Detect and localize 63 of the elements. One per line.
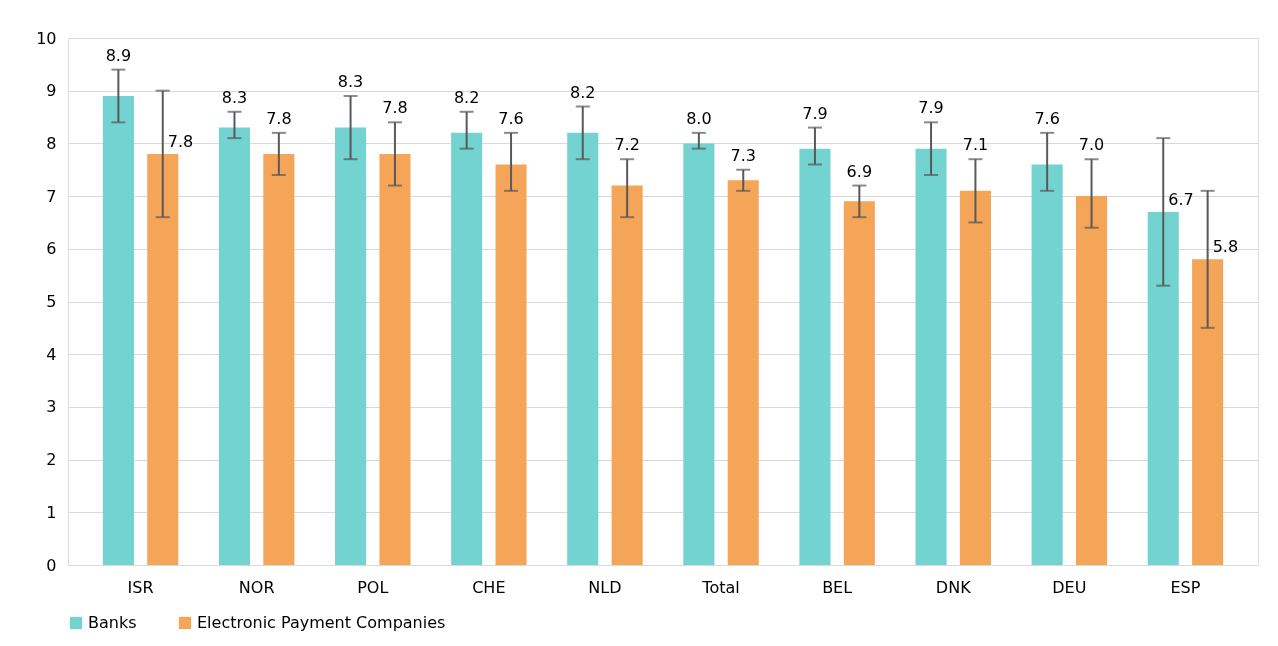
bar xyxy=(495,164,527,565)
bar xyxy=(451,132,483,565)
data-label: 7.8 xyxy=(382,98,408,118)
y-tick-label: 5 xyxy=(46,292,57,311)
y-tick-label: 6 xyxy=(46,239,57,259)
x-tick-label: BEL xyxy=(822,577,853,597)
data-label: 7.8 xyxy=(266,108,292,128)
data-label: 8.2 xyxy=(570,82,596,102)
x-tick-label: ISR xyxy=(127,577,154,597)
data-label: 7.6 xyxy=(498,108,524,128)
x-tick-label: Total xyxy=(701,577,740,597)
bar xyxy=(379,153,411,565)
y-tick-label: 8 xyxy=(46,133,57,153)
y-tick-label: 3 xyxy=(46,397,57,417)
data-label: 8.0 xyxy=(686,108,712,128)
bar xyxy=(1076,196,1108,565)
bar xyxy=(1147,211,1179,565)
legend-label: Electronic Payment Companies xyxy=(197,613,446,632)
y-tick-label: 9 xyxy=(46,81,57,101)
data-label: 7.1 xyxy=(962,135,989,155)
bar xyxy=(335,127,367,565)
x-tick-label: CHE xyxy=(472,577,506,597)
x-tick-label: DEU xyxy=(1052,577,1087,597)
bar xyxy=(567,132,599,565)
data-label: 7.6 xyxy=(1034,108,1060,128)
x-tick-label: ESP xyxy=(1170,577,1201,597)
data-label: 7.0 xyxy=(1078,135,1105,155)
y-tick-label: 10 xyxy=(36,28,57,48)
x-tick-label: DNK xyxy=(935,577,972,597)
data-label: 6.7 xyxy=(1168,189,1194,209)
data-label: 6.9 xyxy=(846,161,873,181)
bar xyxy=(683,143,715,565)
data-label: 7.2 xyxy=(614,135,640,155)
x-tick-label: POL xyxy=(357,577,389,597)
data-label: 8.3 xyxy=(337,71,364,91)
y-tick-label: 4 xyxy=(46,344,57,364)
bar xyxy=(102,95,134,565)
bar xyxy=(843,201,875,565)
data-label: 8.3 xyxy=(221,87,248,107)
y-tick-label: 0 xyxy=(46,555,57,575)
y-tick-label: 7 xyxy=(46,186,57,206)
x-tick-label: NLD xyxy=(588,577,622,597)
data-label: 7.9 xyxy=(802,103,828,123)
bar xyxy=(1192,259,1224,565)
data-label: 8.9 xyxy=(105,45,132,65)
x-tick-label: NOR xyxy=(238,577,275,597)
y-tick-label: 1 xyxy=(46,502,57,522)
data-label: 7.9 xyxy=(918,98,944,118)
bar xyxy=(799,148,831,565)
data-label: 5.8 xyxy=(1212,237,1239,257)
bar xyxy=(218,127,250,565)
data-label: 7.8 xyxy=(167,131,194,151)
bar xyxy=(915,148,947,565)
bar xyxy=(147,153,179,565)
bar xyxy=(611,185,643,565)
bar xyxy=(1031,164,1063,565)
y-tick-label: 2 xyxy=(46,450,57,470)
bar xyxy=(263,153,295,565)
bar xyxy=(727,180,759,565)
bar xyxy=(959,190,991,565)
data-label: 7.3 xyxy=(730,145,756,165)
data-label: 8.2 xyxy=(453,87,480,107)
legend-label: Banks xyxy=(88,613,137,632)
